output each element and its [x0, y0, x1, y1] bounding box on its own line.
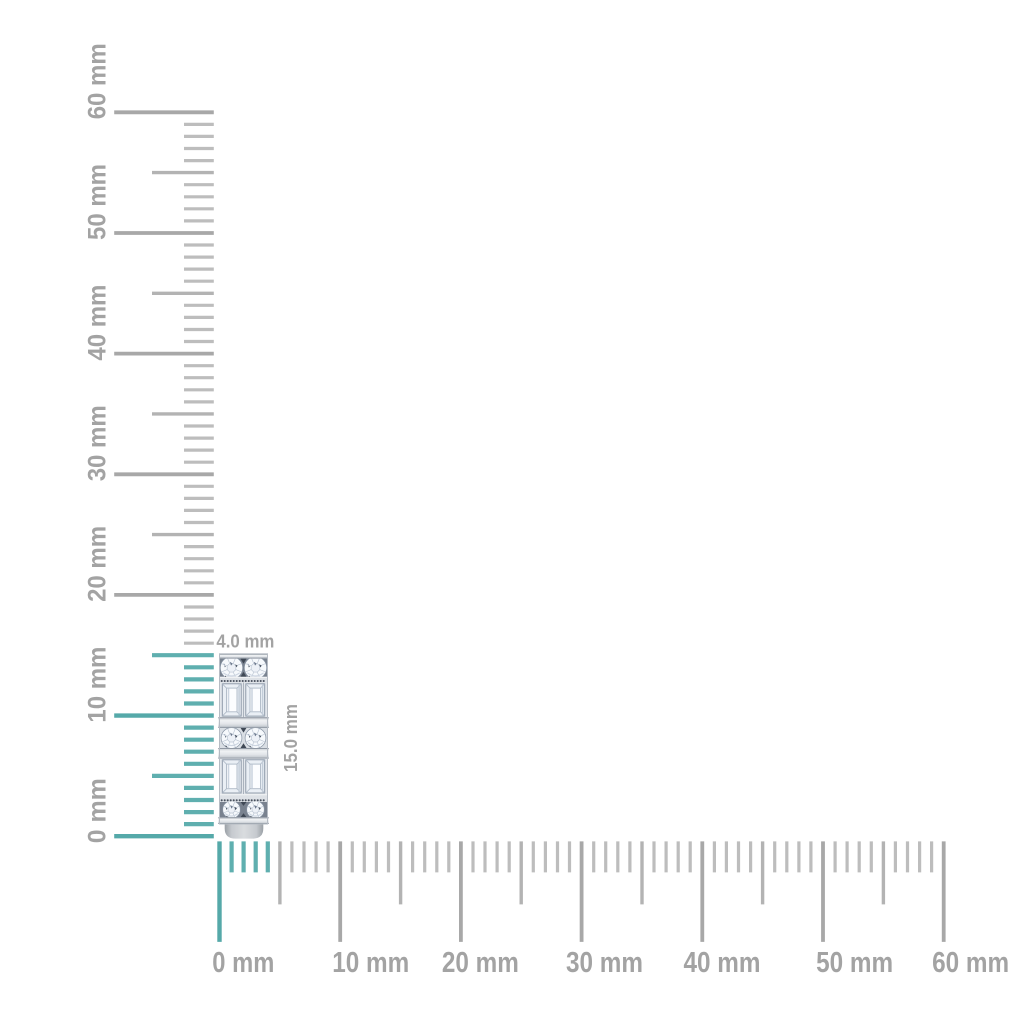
- svg-text:20 mm: 20 mm: [442, 947, 519, 979]
- svg-text:0 mm: 0 mm: [83, 778, 111, 843]
- svg-text:60 mm: 60 mm: [932, 947, 1009, 979]
- svg-text:4.0 mm: 4.0 mm: [216, 632, 274, 652]
- svg-text:15.0 mm: 15.0 mm: [281, 704, 301, 772]
- svg-text:30 mm: 30 mm: [83, 405, 111, 481]
- svg-text:10 mm: 10 mm: [83, 647, 111, 723]
- svg-text:30 mm: 30 mm: [566, 947, 643, 979]
- svg-text:20 mm: 20 mm: [83, 526, 111, 602]
- svg-text:60 mm: 60 mm: [83, 43, 111, 119]
- svg-text:0 mm: 0 mm: [212, 947, 274, 979]
- svg-text:50 mm: 50 mm: [83, 164, 111, 240]
- svg-text:10 mm: 10 mm: [332, 947, 409, 979]
- svg-text:40 mm: 40 mm: [83, 285, 111, 361]
- svg-text:50 mm: 50 mm: [816, 947, 893, 979]
- svg-text:40 mm: 40 mm: [684, 947, 761, 979]
